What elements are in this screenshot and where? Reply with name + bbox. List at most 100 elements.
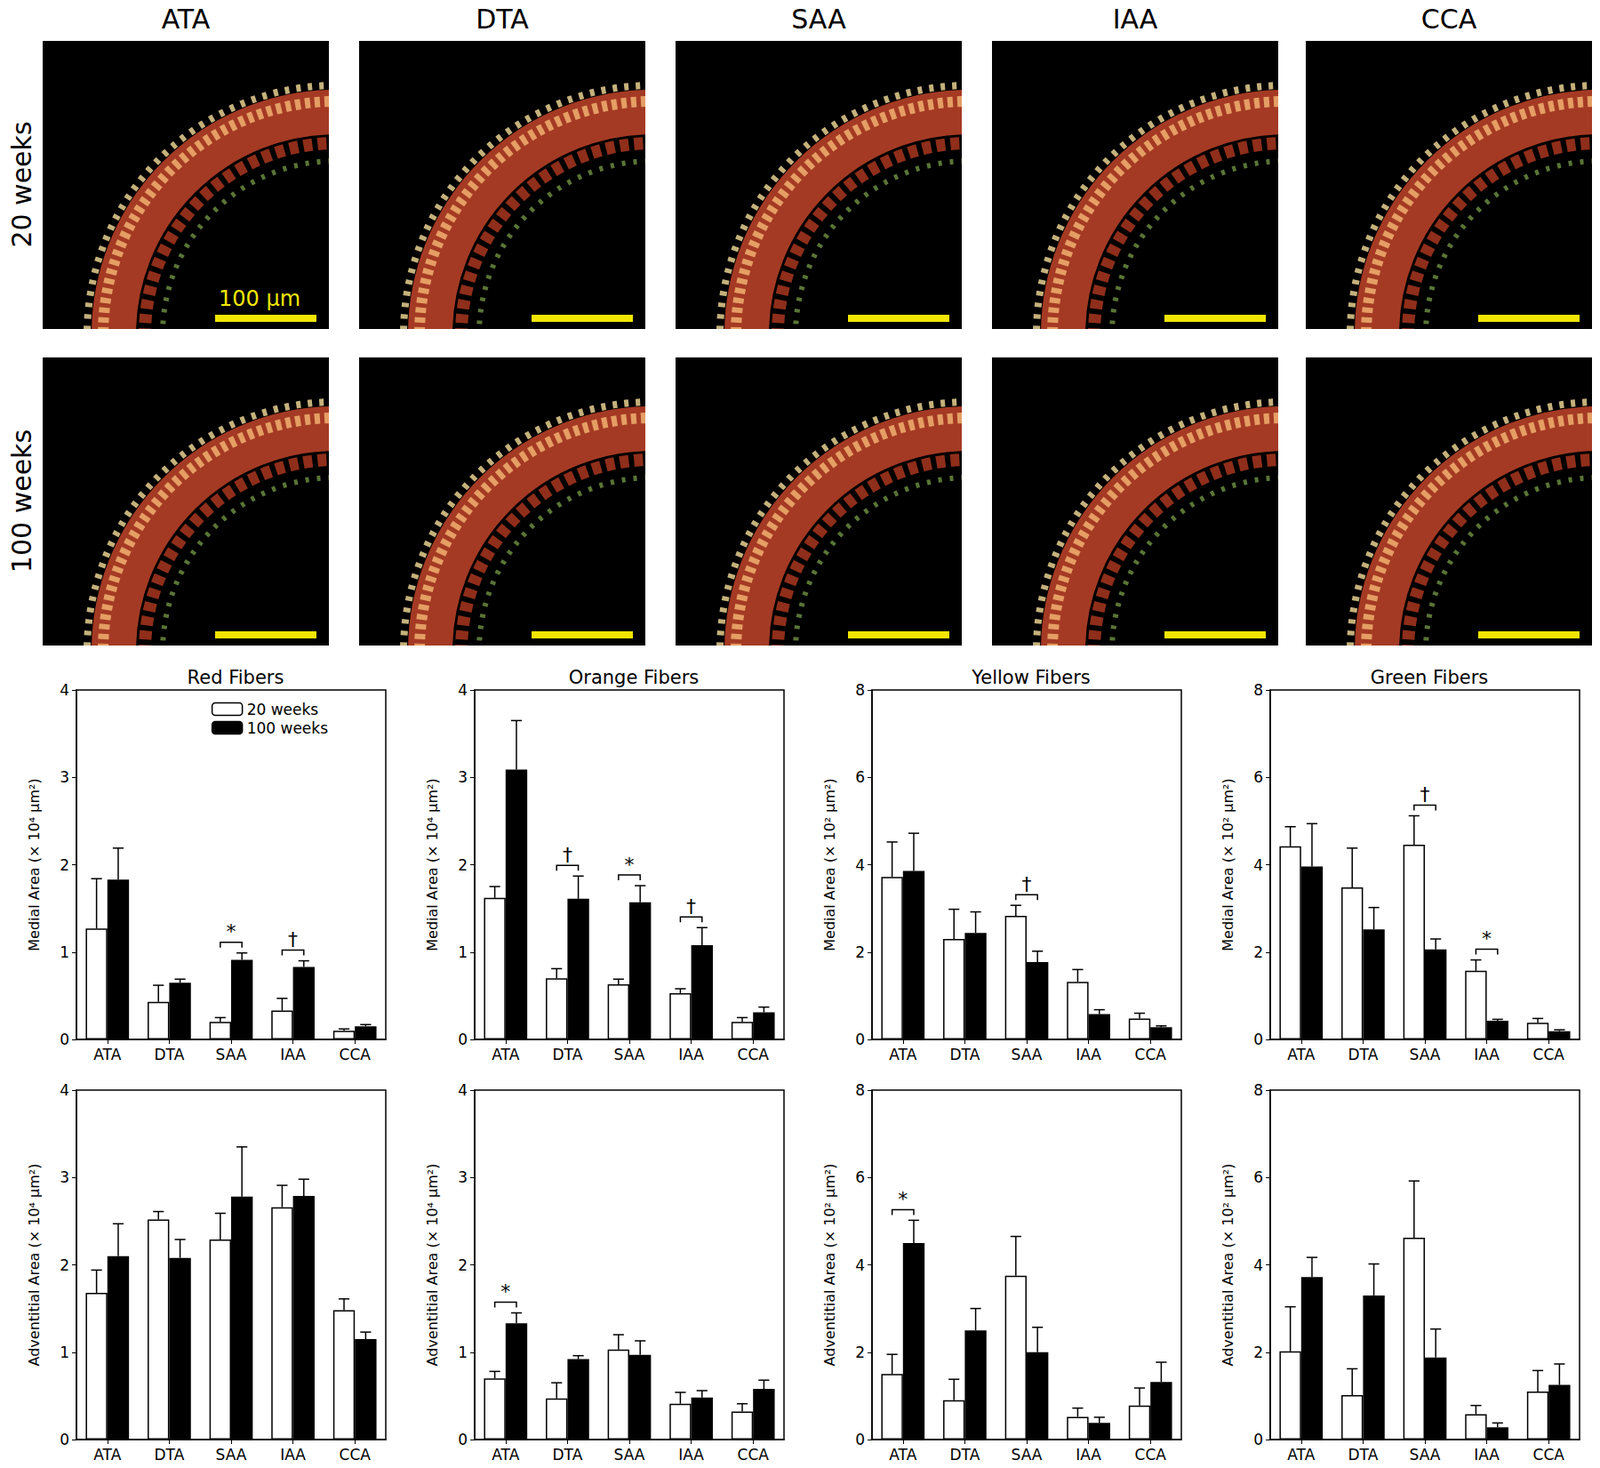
svg-text:IAA: IAA — [1075, 1445, 1102, 1464]
svg-text:6: 6 — [855, 1168, 865, 1186]
svg-text:SAA: SAA — [614, 1045, 646, 1064]
svg-text:IAA: IAA — [1473, 1045, 1500, 1064]
svg-text:SAA: SAA — [216, 1445, 248, 1464]
svg-text:SAA: SAA — [1011, 1445, 1043, 1464]
svg-text:1: 1 — [59, 943, 70, 961]
svg-text:ATA: ATA — [1287, 1445, 1315, 1464]
svg-text:†: † — [562, 843, 573, 866]
svg-text:*: * — [897, 1187, 908, 1210]
svg-text:4: 4 — [855, 856, 865, 874]
svg-text:SAA: SAA — [216, 1045, 248, 1064]
svg-text:0: 0 — [855, 1430, 865, 1448]
svg-text:†: † — [686, 895, 696, 918]
svg-text:†: † — [1022, 872, 1032, 896]
svg-text:ATA: ATA — [888, 1445, 917, 1464]
svg-text:ATA: ATA — [491, 1045, 520, 1064]
svg-text:3: 3 — [59, 768, 70, 786]
svg-text:DTA: DTA — [1348, 1045, 1379, 1064]
svg-text:1: 1 — [457, 1343, 468, 1361]
svg-text:DTA: DTA — [552, 1045, 584, 1064]
svg-text:IAA: IAA — [280, 1445, 306, 1464]
svg-text:Medial Area (× 10² µm²): Medial Area (× 10² µm²) — [821, 777, 839, 952]
svg-text:0: 0 — [59, 1430, 70, 1448]
svg-text:CCA: CCA — [1533, 1045, 1566, 1064]
svg-text:Adventitial Area (× 10² µm²): Adventitial Area (× 10² µm²) — [1219, 1163, 1237, 1367]
svg-text:Orange Fibers: Orange Fibers — [568, 666, 699, 688]
svg-text:*: * — [226, 920, 237, 943]
svg-text:ATA: ATA — [491, 1445, 520, 1464]
svg-text:SAA: SAA — [1011, 1045, 1043, 1064]
svg-text:CCA: CCA — [1135, 1445, 1168, 1464]
svg-text:CCA: CCA — [1533, 1445, 1566, 1464]
svg-text:ATA: ATA — [1287, 1045, 1315, 1064]
svg-text:*: * — [500, 1280, 511, 1303]
svg-text:6: 6 — [1253, 1168, 1264, 1186]
svg-text:Yellow Fibers: Yellow Fibers — [970, 666, 1091, 688]
svg-text:DTA: DTA — [1348, 1445, 1379, 1464]
svg-text:4: 4 — [59, 680, 70, 699]
svg-text:Adventitial Area (× 10² µm²): Adventitial Area (× 10² µm²) — [821, 1163, 839, 1367]
svg-text:2: 2 — [457, 856, 468, 874]
svg-text:1: 1 — [457, 943, 468, 961]
svg-text:0: 0 — [457, 1430, 468, 1448]
svg-text:2: 2 — [855, 1343, 865, 1361]
svg-text:0: 0 — [457, 1030, 468, 1048]
svg-text:IAA: IAA — [678, 1045, 704, 1064]
svg-text:3: 3 — [59, 1168, 70, 1186]
svg-text:*: * — [624, 853, 635, 876]
svg-text:0: 0 — [1253, 1430, 1264, 1448]
svg-text:CCA: CCA — [737, 1045, 770, 1064]
svg-text:SAA: SAA — [1409, 1445, 1441, 1464]
svg-text:2: 2 — [855, 943, 865, 961]
svg-text:*: * — [1481, 927, 1492, 950]
svg-text:3: 3 — [457, 768, 468, 786]
svg-text:SAA: SAA — [614, 1445, 646, 1464]
svg-text:0: 0 — [1253, 1030, 1264, 1048]
svg-text:CCA: CCA — [339, 1045, 372, 1064]
svg-text:2: 2 — [457, 1256, 468, 1274]
svg-text:SAA: SAA — [1409, 1045, 1441, 1064]
svg-text:DTA: DTA — [950, 1445, 981, 1464]
svg-text:IAA: IAA — [1473, 1445, 1500, 1464]
svg-text:8: 8 — [855, 680, 865, 699]
svg-text:8: 8 — [855, 1080, 865, 1099]
svg-text:2: 2 — [1253, 1343, 1264, 1361]
svg-text:IAA: IAA — [678, 1445, 704, 1464]
svg-text:8: 8 — [1253, 680, 1264, 699]
svg-text:0: 0 — [855, 1030, 865, 1048]
svg-text:100 weeks: 100 weeks — [247, 719, 329, 737]
svg-text:2: 2 — [1253, 943, 1264, 961]
svg-text:CCA: CCA — [737, 1445, 770, 1464]
svg-text:4: 4 — [1253, 1256, 1264, 1274]
svg-text:CCA: CCA — [1135, 1045, 1168, 1064]
svg-text:4: 4 — [457, 680, 468, 699]
svg-text:0: 0 — [59, 1030, 70, 1048]
svg-text:Adventitial Area (× 10⁴ µm²): Adventitial Area (× 10⁴ µm²) — [424, 1163, 441, 1367]
svg-text:Medial Area (× 10⁴ µm²): Medial Area (× 10⁴ µm²) — [424, 777, 441, 952]
svg-text:8: 8 — [1253, 1080, 1264, 1099]
svg-text:DTA: DTA — [950, 1045, 981, 1064]
svg-text:ATA: ATA — [93, 1045, 121, 1064]
svg-text:Medial Area (× 10² µm²): Medial Area (× 10² µm²) — [1219, 777, 1237, 952]
svg-text:Red Fibers: Red Fibers — [187, 666, 285, 688]
svg-text:2: 2 — [59, 856, 70, 874]
svg-text:DTA: DTA — [154, 1445, 185, 1464]
svg-text:4: 4 — [1253, 856, 1264, 874]
svg-text:4: 4 — [457, 1080, 468, 1099]
svg-text:4: 4 — [59, 1080, 70, 1099]
svg-text:IAA: IAA — [280, 1045, 306, 1064]
svg-text:6: 6 — [855, 768, 865, 786]
svg-text:ATA: ATA — [888, 1045, 917, 1064]
svg-text:†: † — [288, 928, 298, 951]
svg-text:2: 2 — [59, 1256, 70, 1274]
svg-text:CCA: CCA — [339, 1445, 372, 1464]
svg-text:IAA: IAA — [1075, 1045, 1102, 1064]
svg-text:DTA: DTA — [154, 1045, 185, 1064]
svg-text:Adventitial Area (× 10⁴ µm²): Adventitial Area (× 10⁴ µm²) — [25, 1163, 43, 1367]
svg-text:1: 1 — [59, 1343, 70, 1361]
svg-text:DTA: DTA — [552, 1445, 584, 1464]
svg-text:6: 6 — [1253, 768, 1264, 786]
svg-text:20 weeks: 20 weeks — [247, 700, 320, 719]
svg-text:ATA: ATA — [93, 1445, 121, 1464]
svg-text:4: 4 — [855, 1256, 865, 1274]
